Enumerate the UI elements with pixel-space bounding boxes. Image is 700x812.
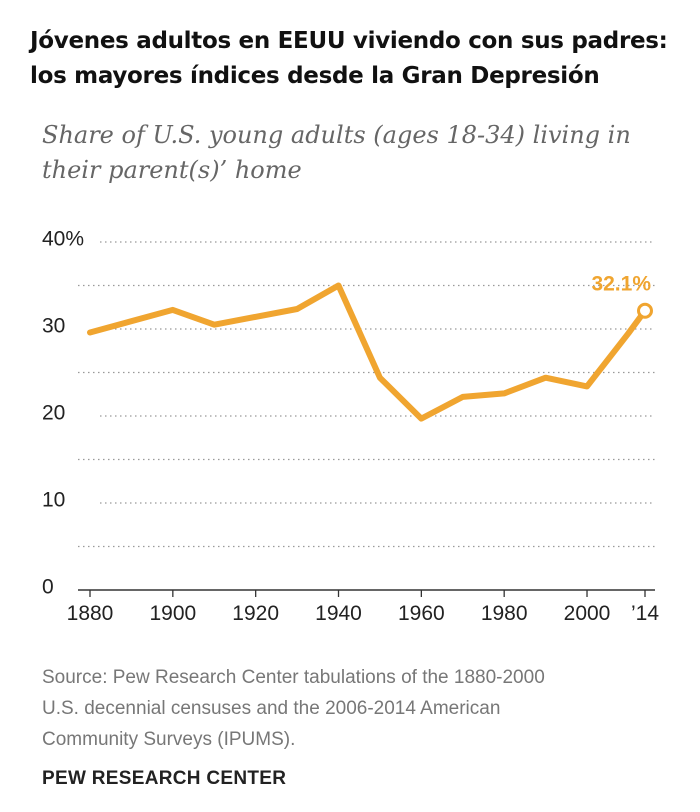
source-line-3: Community Surveys (IPUMS). bbox=[42, 729, 296, 750]
source-line-1: Source: Pew Research Center tabulations … bbox=[42, 667, 545, 688]
end-point-marker bbox=[637, 302, 653, 319]
x-tick-label: 2000 bbox=[564, 602, 611, 625]
end-value-label: 32.1% bbox=[591, 273, 651, 296]
organization-credit: PEW RESEARCH CENTER bbox=[42, 768, 287, 789]
chart-subtitle: Share of U.S. young adults (ages 18-34) … bbox=[42, 118, 682, 188]
x-tick-label: 1960 bbox=[398, 602, 445, 625]
chart-subtitle-line-2: their parent(s)’ home bbox=[42, 156, 302, 184]
y-tick-label: 30 bbox=[42, 315, 65, 338]
source-line-2: U.S. decennial censuses and the 2006-201… bbox=[42, 698, 501, 719]
headline: Jóvenes adultos en EEUU viviendo con sus… bbox=[30, 24, 690, 94]
x-tick-label: 1880 bbox=[67, 602, 114, 625]
y-tick-label: 40% bbox=[42, 228, 84, 251]
y-tick-label: 20 bbox=[42, 402, 65, 425]
y-tick-label: 0 bbox=[42, 576, 54, 599]
x-tick-label: ’14 bbox=[631, 602, 659, 625]
y-tick-label: 10 bbox=[42, 489, 65, 512]
headline-line-2: los mayores índices desde la Gran Depres… bbox=[30, 63, 600, 89]
x-tick-label: 1980 bbox=[481, 602, 528, 625]
chart-subtitle-line-1: Share of U.S. young adults (ages 18-34) … bbox=[42, 121, 631, 149]
x-tick-label: 1940 bbox=[315, 602, 362, 625]
headline-line-1: Jóvenes adultos en EEUU viviendo con sus… bbox=[30, 28, 668, 54]
source-note: Source: Pew Research Center tabulations … bbox=[42, 662, 672, 755]
x-tick-label: 1920 bbox=[232, 602, 279, 625]
x-tick-label: 1900 bbox=[149, 602, 196, 625]
line-chart: 0 10 20 30 40% 1880 1900 1920 1940 1960 1980 2000 ’1… bbox=[42, 228, 659, 625]
series-line bbox=[87, 282, 648, 422]
